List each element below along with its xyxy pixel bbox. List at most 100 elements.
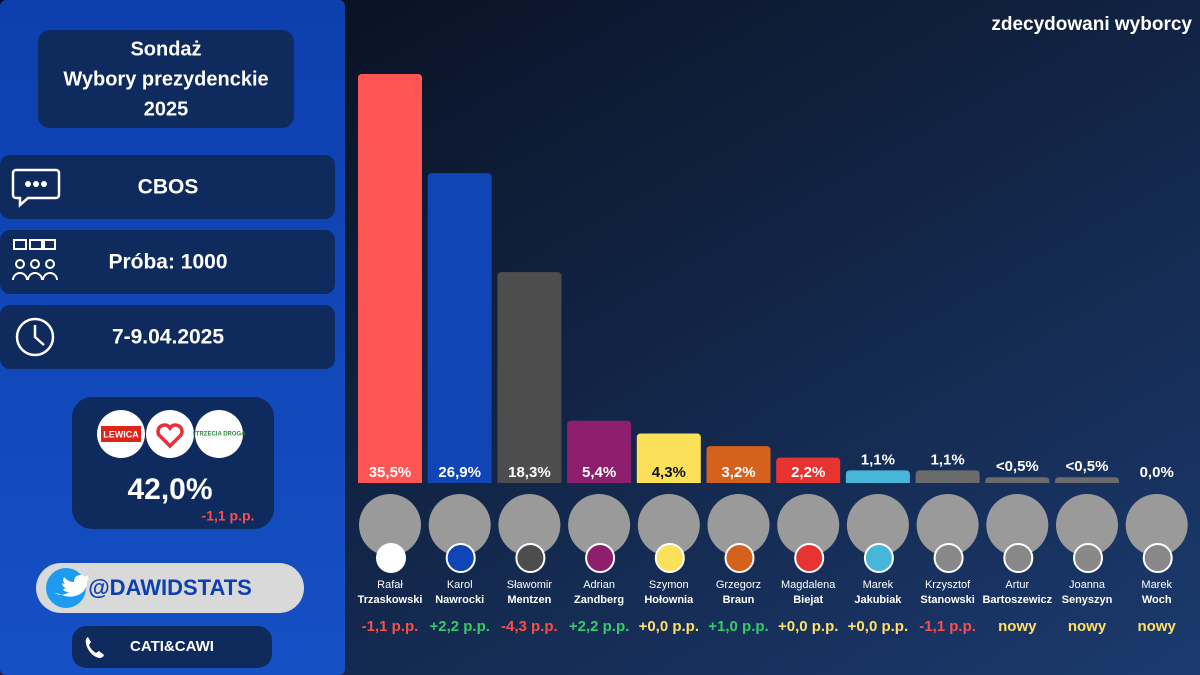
dates: 7-9.04.2025 [112,326,224,349]
candidate-first-name: Joanna [1069,579,1106,591]
change-label: -1,1 p.p. [362,618,419,635]
value-label: 5,4% [582,464,616,481]
candidate-last-name: Nawrocki [435,594,484,606]
bar [915,470,980,483]
bar [985,477,1050,483]
change-label: +0,0 p.p. [848,618,908,635]
people-icon [12,239,58,281]
candidate-last-name: Mentzen [507,594,551,606]
panel-title: 2025 [144,98,189,120]
logo-text: LEWICA [103,429,139,439]
candidate-first-name: Rafał [377,579,403,591]
bar [1055,477,1119,483]
candidate-last-name: Bartoszewicz [982,594,1052,606]
info-box [0,230,335,294]
panel-title: Sondaż [130,38,201,60]
portrait [777,494,840,556]
info-box [0,155,335,219]
chart-title: zdecydowani wyborcy [991,14,1192,35]
candidate-last-name: Woch [1142,594,1172,606]
coalition-change: -1,1 p.p. [202,508,255,524]
portrait [568,494,631,556]
bar [845,470,910,483]
pollster: CBOS [138,176,199,199]
bar [567,420,632,483]
value-label: 0,0% [1140,464,1174,481]
handle-box [36,563,304,613]
logo-circle [146,410,194,458]
change-label: +0,0 p.p. [639,618,699,635]
title-box [38,30,294,128]
party-badge [585,543,616,573]
value-label: 4,3% [652,464,686,481]
bar [497,272,562,483]
change-label: +2,2 p.p. [429,618,489,635]
change-label: +0,0 p.p. [778,618,838,635]
logo-text: #TRZECIA DROGA [192,432,246,438]
party-badge [1003,543,1034,573]
value-label: <0,5% [996,458,1039,475]
handle: @DAWIDSTATS [88,575,252,600]
change-label: +1,0 p.p. [708,618,768,635]
party-badge [654,543,685,573]
twitter-bird [54,575,90,597]
value-label: 1,1% [930,451,964,468]
party-badge [863,543,894,573]
candidate-first-name: Karol [447,579,473,591]
method-box [72,626,272,668]
value-label: 1,1% [861,451,895,468]
panel-title: Wybory prezydenckie [63,68,268,90]
candidate-last-name: Zandberg [574,594,624,606]
portrait [846,494,909,556]
candidate-first-name: Adrian [583,579,615,591]
candidate-first-name: Magdalena [781,579,836,591]
clock-icon [15,317,55,357]
bar [427,173,492,483]
portrait [359,494,421,556]
change-label: nowy [998,618,1037,635]
sample: Próba: 1000 [108,251,227,274]
candidate-first-name: Marek [863,579,894,591]
candidate-last-name: Braun [723,594,755,606]
change-label: +2,2 p.p. [569,618,629,635]
party-badge [794,543,825,573]
party-badge [1142,543,1173,573]
value-label: 3,2% [721,464,755,481]
value-label: 18,3% [508,464,551,481]
method: CATI&CAWI [130,638,214,655]
candidate-last-name: Jakubiak [854,594,902,606]
candidate-first-name: Krzysztof [925,579,971,591]
change-label: -1,1 p.p. [919,618,976,635]
coalition-value: 42,0% [127,473,212,506]
bar [706,446,771,483]
chat-icon [11,168,61,208]
change-label: nowy [1138,618,1177,635]
portrait [1056,494,1118,556]
value-label: 35,5% [369,464,412,481]
candidate-first-name: Marek [1141,579,1172,591]
candidate-first-name: Artur [1005,579,1029,591]
candidate-last-name: Hołownia [644,594,694,606]
portrait [916,494,979,556]
party-badge [445,543,476,573]
candidate-first-name: Szymon [649,579,689,591]
party-badge [515,543,546,573]
portrait [1125,494,1188,556]
value-label: 26,9% [438,464,481,481]
value-label: <0,5% [1066,458,1109,475]
value-label: 2,2% [791,464,825,481]
phone-icon [85,637,104,658]
portrait [498,494,561,556]
logo-bg [101,426,141,442]
bar [776,457,841,483]
chat-dots [25,181,47,187]
bar [636,433,701,483]
candidate-last-name: Biejat [793,594,823,606]
candidate-last-name: Senyszyn [1062,594,1113,606]
party-badge [933,543,964,573]
portrait [637,494,700,556]
info-box [0,305,335,369]
portrait [707,494,770,556]
change-label: -4,3 p.p. [501,618,558,635]
